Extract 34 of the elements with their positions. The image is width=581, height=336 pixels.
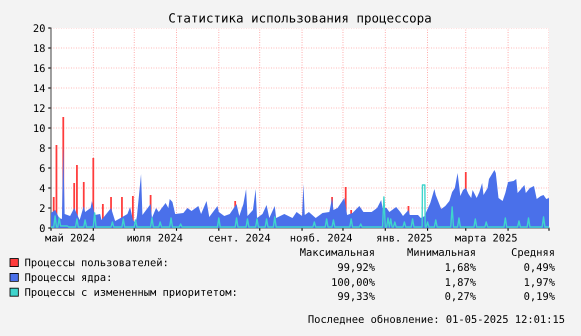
y-tick-label: 20 bbox=[34, 24, 45, 32]
legend-label: Процессы пользователей: bbox=[25, 258, 166, 268]
y-tick-label: 4 bbox=[40, 184, 45, 192]
x-tick-label: июля 2024 bbox=[127, 234, 182, 242]
y-tick-label: 0 bbox=[40, 224, 45, 232]
text: Средняя bbox=[512, 248, 554, 258]
text: 0,49% bbox=[524, 263, 555, 272]
y-tick-label: 10 bbox=[34, 124, 45, 132]
text: 0,27% bbox=[445, 292, 476, 302]
text: Последнее обновление: 01-05-2025 12:01:15 bbox=[308, 314, 564, 324]
y-tick-label: 18 bbox=[34, 44, 45, 52]
x-tick-label: нояб. 2024 bbox=[290, 233, 352, 242]
y-tick-label: 8 bbox=[40, 144, 45, 152]
legend-label: Процессы ядра: bbox=[25, 273, 110, 284]
x-tick-label: янв. 2025 bbox=[377, 234, 432, 242]
text: 100,00% bbox=[332, 278, 375, 288]
text: 99,33% bbox=[338, 292, 375, 302]
text: 0,19% bbox=[524, 292, 555, 302]
text: 1,87% bbox=[446, 278, 476, 288]
y-tick-label: 6 bbox=[40, 164, 45, 172]
text: 1,97% bbox=[524, 278, 555, 288]
x-tick-label: май 2024 bbox=[45, 233, 95, 242]
y-tick-label: 14 bbox=[34, 84, 45, 92]
chart-title: Статистика использования процессора bbox=[169, 13, 431, 26]
x-tick-label: сент. 2024 bbox=[208, 234, 270, 242]
text: 99,92% bbox=[338, 263, 375, 272]
x-tick-label: марта 2025 bbox=[455, 234, 517, 244]
text: 1,68% bbox=[446, 263, 476, 272]
y-tick-label: 12 bbox=[34, 104, 45, 112]
text: Максимальная bbox=[300, 248, 374, 256]
legend-label: Процессы с измененным приоритетом: bbox=[25, 288, 236, 298]
text: Минимальная bbox=[407, 248, 475, 256]
y-tick-label: 2 bbox=[40, 204, 45, 212]
y-tick-label: 16 bbox=[34, 64, 45, 72]
